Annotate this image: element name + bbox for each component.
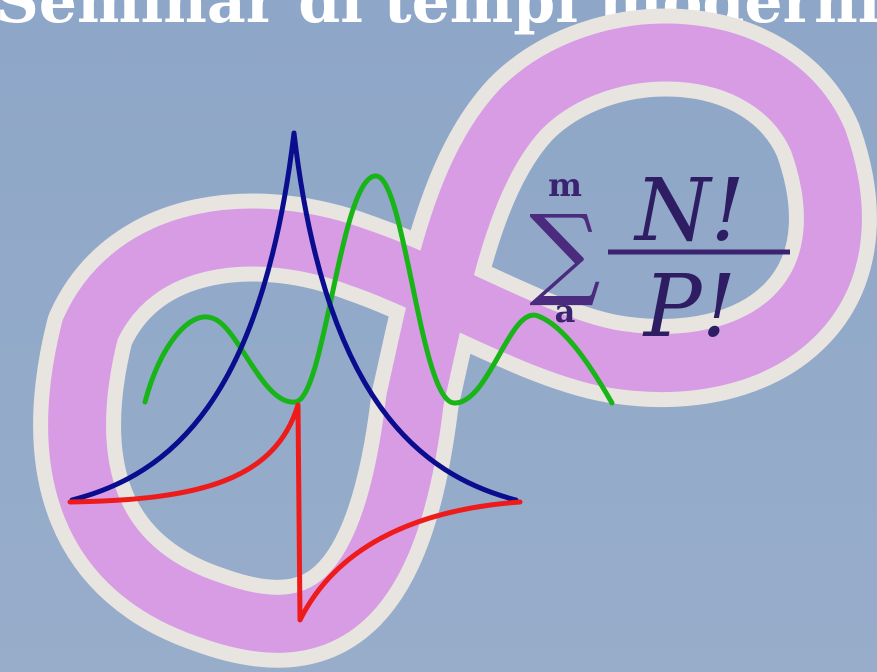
green-wave-curve [142, 173, 615, 406]
upper-limit: m [548, 166, 582, 204]
sigma-symbol: ∑ [529, 193, 600, 310]
blue-cusp-curve [69, 130, 519, 503]
ribbon-band [48, 23, 862, 653]
infinity-ribbon [33, 8, 877, 668]
numerator: N! [633, 161, 745, 261]
lower-limit: a [555, 292, 576, 330]
summation-formula: m ∑ a N! P! [529, 161, 790, 357]
red-cusp-curve [67, 402, 523, 623]
denominator: P! [642, 257, 736, 357]
